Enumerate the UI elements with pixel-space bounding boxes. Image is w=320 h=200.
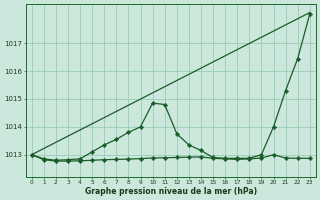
X-axis label: Graphe pression niveau de la mer (hPa): Graphe pression niveau de la mer (hPa) [85,187,257,196]
